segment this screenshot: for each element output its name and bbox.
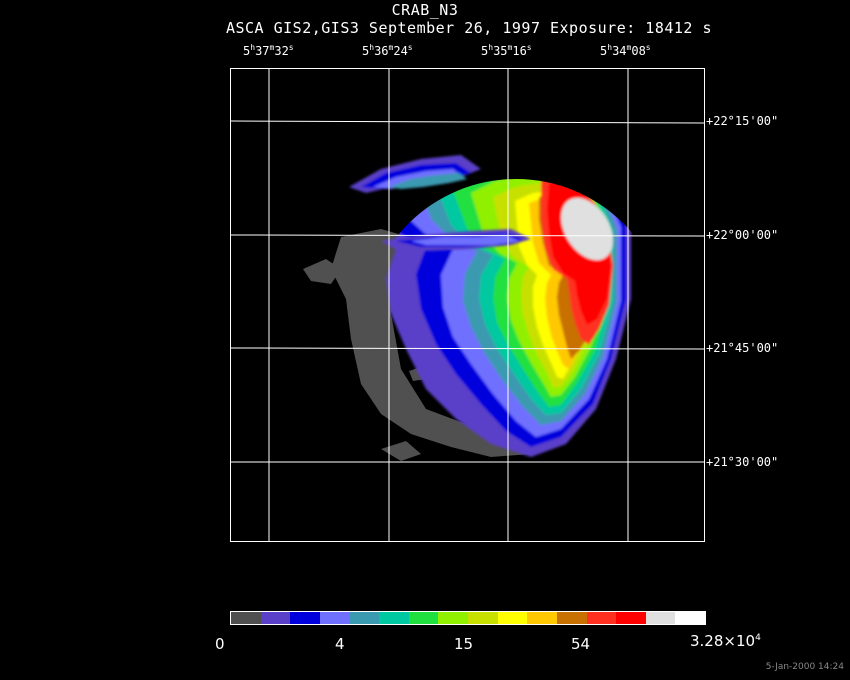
- ra-label: 5h34m08s: [600, 43, 651, 58]
- colorbar-label: 15: [454, 635, 474, 653]
- colorbar-swatch: [379, 612, 409, 624]
- colorbar-swatch: [349, 612, 380, 624]
- emission-arm-upper: [349, 155, 481, 193]
- ra-label: 5h35m16s: [481, 43, 532, 58]
- colorbar-swatch: [260, 612, 291, 624]
- colorbar-swatch: [231, 612, 261, 624]
- color-scale-bar: [230, 611, 706, 625]
- colorbar-label: 4: [335, 635, 345, 653]
- dec-label: +21°30'00": [706, 455, 779, 469]
- colorbar-swatch: [468, 612, 498, 624]
- colorbar-swatch: [556, 612, 587, 624]
- xray-intensity-map: [231, 69, 704, 541]
- colorbar-swatch: [290, 612, 320, 624]
- dec-grid-line: [231, 120, 704, 124]
- coordinate-grid: [231, 69, 704, 541]
- colorbar-swatch: [616, 612, 646, 624]
- colorbar-max-label: 3.28×104: [690, 632, 761, 650]
- colorbar-swatch: [438, 612, 468, 624]
- colorbar-swatch: [645, 612, 676, 624]
- colorbar-swatch: [675, 612, 705, 624]
- emission-core: [364, 179, 631, 457]
- dec-grid-line: [231, 347, 704, 350]
- image-subtitle: ASCA GIS2,GIS3 September 26, 1997 Exposu…: [225, 19, 713, 37]
- xray-emission: [303, 155, 631, 461]
- colorbar-swatch: [319, 612, 350, 624]
- dec-label: +21°45'00": [706, 341, 779, 355]
- timestamp: 5-Jan-2000 14:24: [765, 662, 844, 672]
- dec-grid-line: [231, 234, 704, 237]
- colorbar-swatch: [497, 612, 528, 624]
- colorbar-swatch: [527, 612, 557, 624]
- ra-label: 5h37m32s: [243, 43, 294, 58]
- sky-image-frame: [230, 68, 705, 542]
- dec-label: +22°00'00": [706, 228, 779, 242]
- colorbar-label: 0: [215, 635, 225, 653]
- emission-arm-middle: [381, 229, 531, 251]
- image-title: CRAB_N3: [391, 1, 459, 19]
- colorbar-swatch: [586, 612, 617, 624]
- colorbar-label: 54: [571, 635, 591, 653]
- ra-label: 5h36m24s: [362, 43, 413, 58]
- dec-label: +22°15'00": [706, 114, 779, 128]
- colorbar-swatch: [408, 612, 439, 624]
